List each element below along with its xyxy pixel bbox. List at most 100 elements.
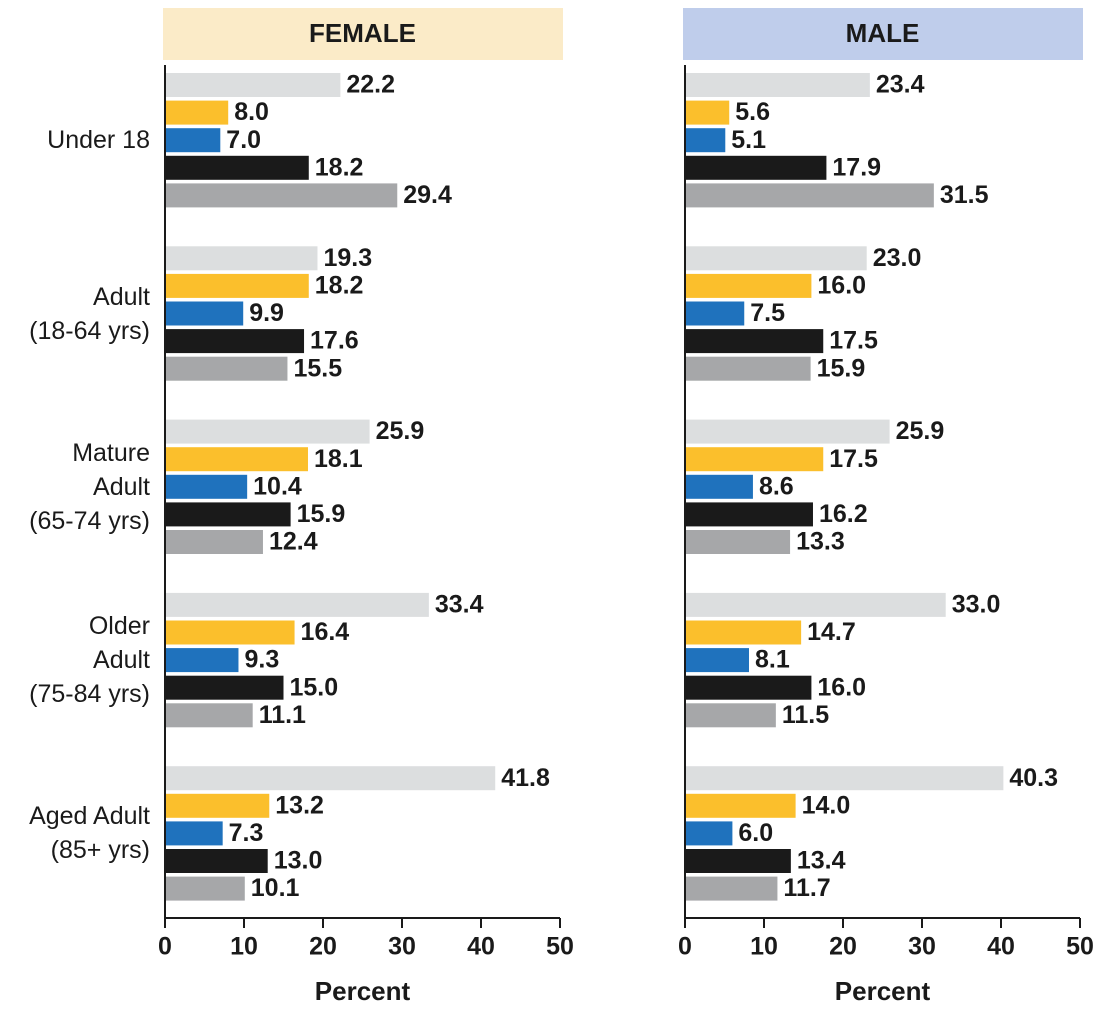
value-label: 15.9 xyxy=(297,500,346,528)
value-label: 8.0 xyxy=(234,98,269,126)
bar xyxy=(165,356,288,381)
value-label: 5.6 xyxy=(735,98,770,126)
value-label: 23.4 xyxy=(876,71,925,99)
x-axis-label: Percent xyxy=(835,976,931,1006)
value-label: 18.2 xyxy=(315,272,364,300)
bar xyxy=(165,447,308,472)
category-label: Aged Adult (85+ yrs) xyxy=(29,802,150,865)
bar xyxy=(165,301,244,326)
value-label: 19.3 xyxy=(323,244,372,272)
bar xyxy=(165,675,284,700)
value-label: 12.4 xyxy=(269,528,318,556)
value-label: 11.1 xyxy=(259,701,306,729)
value-label: 22.2 xyxy=(346,71,395,99)
bar xyxy=(165,73,341,97)
bar xyxy=(685,675,812,700)
panel-header xyxy=(683,8,1083,60)
panel-title: FEMALE xyxy=(309,18,416,48)
x-tick-label: 50 xyxy=(546,933,574,961)
bar xyxy=(165,703,253,728)
value-label: 17.9 xyxy=(832,153,881,181)
value-label: 16.0 xyxy=(817,673,866,701)
x-tick-label: 30 xyxy=(908,933,936,961)
bar xyxy=(165,474,248,499)
value-label: 13.4 xyxy=(797,847,846,875)
bar xyxy=(165,530,263,554)
bar xyxy=(685,301,745,326)
bar xyxy=(165,793,270,818)
value-label: 29.4 xyxy=(403,181,452,209)
value-label: 7.5 xyxy=(750,299,785,327)
bar xyxy=(685,474,753,499)
category-label: Adult (18-64 yrs) xyxy=(29,282,150,345)
value-label: 16.4 xyxy=(301,618,350,646)
bar xyxy=(685,155,827,180)
bar xyxy=(685,447,824,472)
bar xyxy=(685,821,733,846)
value-label: 13.2 xyxy=(275,791,324,819)
value-label: 10.1 xyxy=(251,874,300,902)
bar xyxy=(685,766,1004,791)
bar xyxy=(685,648,749,673)
bar xyxy=(685,419,890,444)
value-label: 9.3 xyxy=(244,646,279,674)
bar xyxy=(165,620,295,645)
bar xyxy=(165,648,239,673)
value-label: 15.0 xyxy=(290,673,339,701)
bar xyxy=(165,155,309,180)
value-label: 40.3 xyxy=(1009,764,1058,792)
value-label: 23.0 xyxy=(873,244,922,272)
bar xyxy=(165,329,305,354)
bar xyxy=(165,502,291,527)
value-label: 14.0 xyxy=(802,791,851,819)
value-label: 13.3 xyxy=(796,528,845,556)
bar xyxy=(165,183,398,208)
x-tick-label: 40 xyxy=(987,933,1015,961)
bar xyxy=(165,766,496,791)
value-label: 7.0 xyxy=(226,126,261,154)
value-label: 9.9 xyxy=(249,299,284,327)
bar xyxy=(685,502,813,527)
value-label: 33.0 xyxy=(952,591,1001,619)
panel-header xyxy=(163,8,563,60)
bar xyxy=(165,246,318,271)
bar xyxy=(685,73,870,97)
value-label: 17.5 xyxy=(829,445,878,473)
bar xyxy=(165,273,309,298)
value-label: 15.5 xyxy=(293,354,342,382)
value-label: 11.7 xyxy=(783,874,830,902)
value-label: 41.8 xyxy=(501,764,550,792)
bar xyxy=(165,128,221,153)
bar xyxy=(685,273,812,298)
value-label: 18.1 xyxy=(314,445,363,473)
bar xyxy=(165,821,223,846)
value-label: 33.4 xyxy=(435,591,484,619)
bar xyxy=(165,419,370,444)
bar xyxy=(165,876,245,901)
bar xyxy=(165,849,268,873)
x-tick-label: 10 xyxy=(230,933,258,961)
bar xyxy=(685,703,776,728)
bar xyxy=(685,128,726,153)
value-label: 10.4 xyxy=(253,472,302,500)
bar xyxy=(685,356,811,381)
bar xyxy=(685,592,946,617)
value-label: 5.1 xyxy=(731,126,766,154)
x-tick-label: 50 xyxy=(1066,933,1094,961)
value-label: 16.2 xyxy=(819,500,868,528)
value-label: 14.7 xyxy=(807,618,856,646)
x-axis-label: Percent xyxy=(315,976,411,1006)
bar xyxy=(685,849,791,873)
value-label: 18.2 xyxy=(315,153,364,181)
value-label: 15.9 xyxy=(817,354,866,382)
bar xyxy=(165,100,229,125)
bar xyxy=(685,183,934,208)
bar xyxy=(685,793,796,818)
bar xyxy=(685,530,791,554)
bar xyxy=(165,592,429,617)
bar xyxy=(685,876,778,901)
value-label: 17.6 xyxy=(310,327,359,355)
value-label: 13.0 xyxy=(274,847,323,875)
category-label: Older Adult (75-84 yrs) xyxy=(29,612,150,709)
